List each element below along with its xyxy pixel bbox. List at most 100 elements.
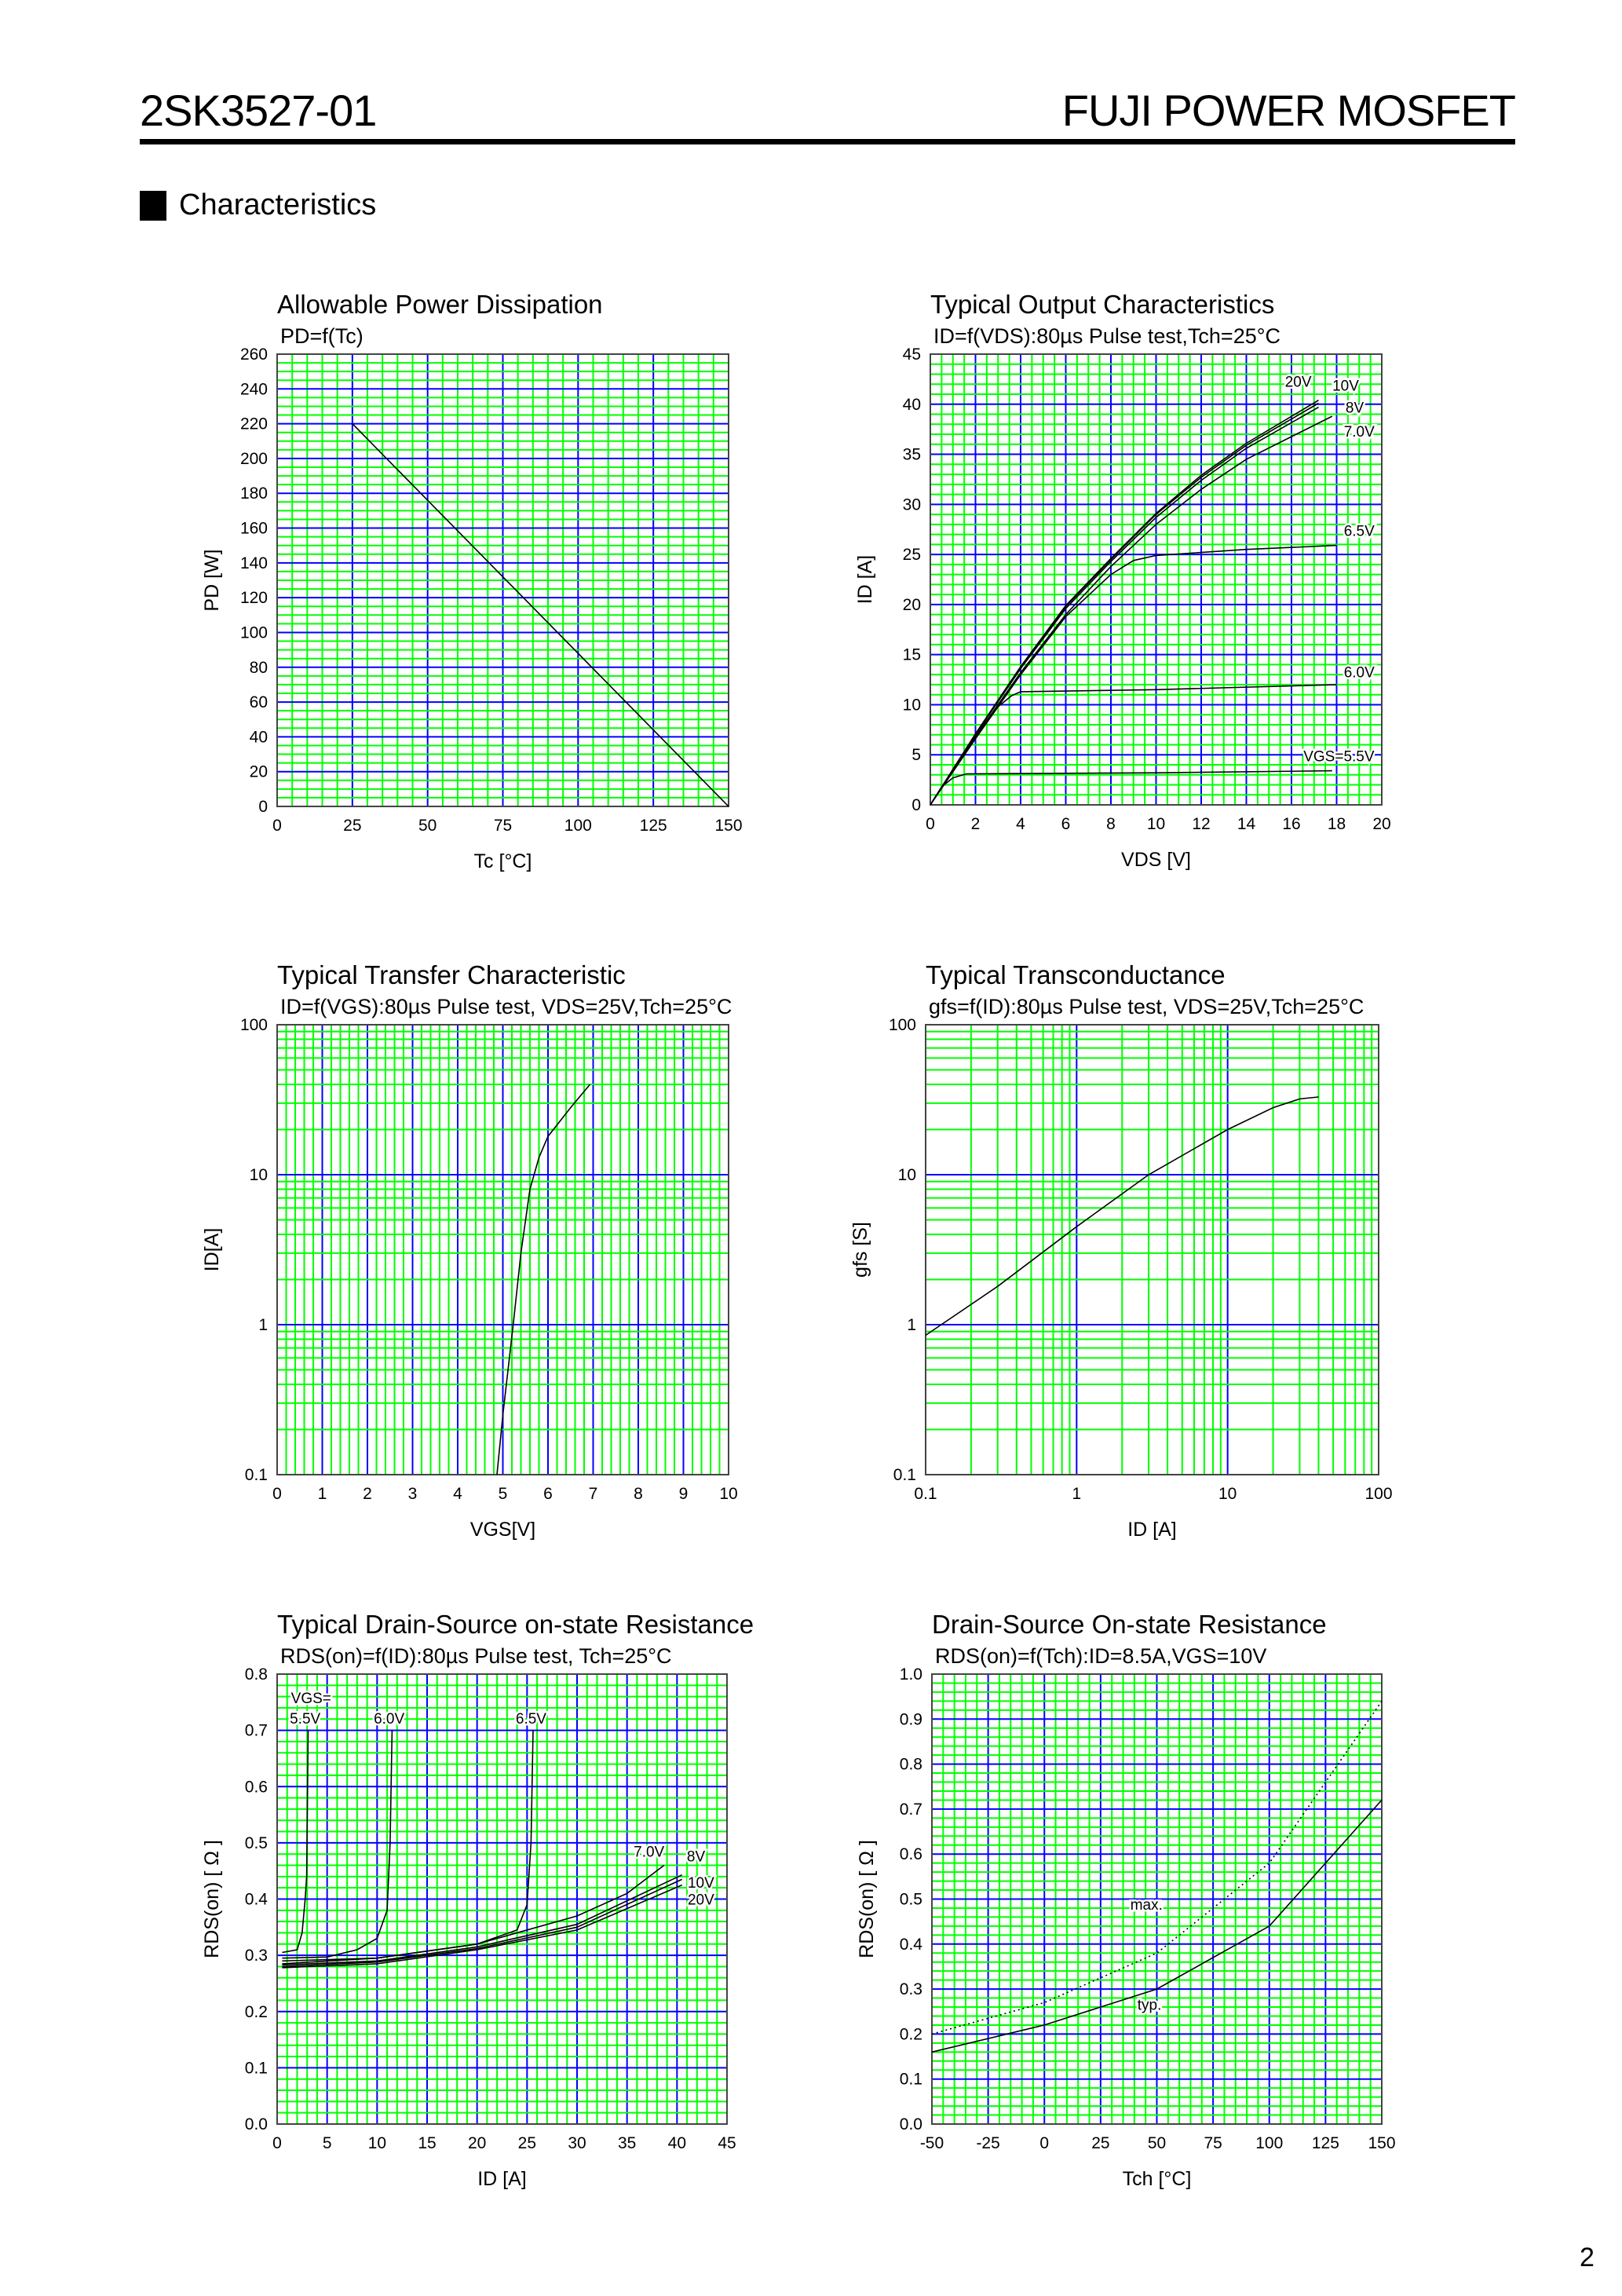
chart-title: Allowable Power Dissipation bbox=[277, 290, 603, 319]
series-line bbox=[282, 1878, 683, 1968]
x-tick-label: 20 bbox=[468, 2134, 486, 2152]
y-tick-label: 0.3 bbox=[245, 1947, 268, 1965]
plot-frame bbox=[276, 353, 729, 807]
y-tick-label: 80 bbox=[250, 659, 268, 677]
x-tick-label: 1 bbox=[1072, 1485, 1081, 1503]
y-tick-label: 0.2 bbox=[900, 2025, 922, 2043]
y-tick-label: 0.8 bbox=[245, 1665, 268, 1684]
y-axis-label: PD [W] bbox=[201, 549, 223, 611]
x-tick-label: 0.1 bbox=[914, 1485, 937, 1503]
y-tick-label: 1 bbox=[258, 1316, 268, 1334]
part-number: 2SK3527-01 bbox=[140, 86, 377, 135]
series-line bbox=[930, 544, 1337, 806]
grid bbox=[930, 353, 1383, 806]
x-tick-label: 50 bbox=[1148, 2134, 1166, 2152]
x-tick-label: 9 bbox=[679, 1485, 689, 1503]
x-axis-label: ID [A] bbox=[1127, 1519, 1177, 1541]
series-label: 7.0V bbox=[634, 1844, 664, 1861]
y-tick-label: 0.1 bbox=[245, 2059, 268, 2077]
series-line bbox=[282, 1884, 683, 1969]
x-axis-label: VGS[V] bbox=[470, 1519, 535, 1541]
series-label: 20V bbox=[1285, 374, 1312, 390]
y-tick-label: 100 bbox=[240, 623, 268, 642]
x-tick-label: 5 bbox=[323, 2134, 332, 2152]
series-label: VGS=5.5V bbox=[1303, 748, 1375, 765]
x-tick-label: 125 bbox=[1312, 2134, 1339, 2152]
plot-frame bbox=[276, 1673, 728, 2125]
chart-title: Typical Transfer Characteristic bbox=[277, 960, 626, 989]
x-tick-label: 100 bbox=[1364, 1485, 1392, 1503]
annotation-label: VGS= bbox=[291, 1691, 331, 1707]
chart-subtitle: RDS(on)=f(Tch):ID=8.5A,VGS=10V bbox=[935, 1644, 1266, 1668]
x-tick-label: 35 bbox=[618, 2134, 636, 2152]
x-tick-label: 14 bbox=[1237, 815, 1256, 833]
chart-2: Typical Output Characteristics ID=f(VDS):… bbox=[854, 290, 1391, 871]
plot-frame bbox=[276, 1024, 729, 1475]
y-tick-label: 30 bbox=[903, 495, 921, 514]
y-tick-label: 10 bbox=[903, 696, 921, 714]
grid bbox=[276, 353, 729, 807]
chart-subtitle: ID=f(VDS):80µs Pulse test,Tch=25°C bbox=[933, 324, 1280, 348]
x-tick-label: 0 bbox=[1039, 2134, 1049, 2152]
series-label: 8V bbox=[687, 1848, 706, 1865]
chart-title: Typical Output Characteristics bbox=[930, 290, 1274, 319]
y-tick-label: 160 bbox=[240, 520, 268, 538]
series-label: 6.0V bbox=[1344, 664, 1375, 681]
x-tick-label: 20 bbox=[1372, 815, 1390, 833]
y-axis-label: ID[A] bbox=[201, 1228, 223, 1272]
x-tick-label: 10 bbox=[1218, 1485, 1237, 1503]
series-line bbox=[930, 770, 1332, 806]
y-tick-label: 0 bbox=[911, 796, 921, 814]
chart-4: Typical Transconductance gfs=f(ID):80µs P… bbox=[849, 960, 1393, 1541]
y-tick-label: 100 bbox=[889, 1016, 916, 1034]
x-tick-label: -25 bbox=[976, 2134, 999, 2152]
x-tick-label: 18 bbox=[1328, 815, 1346, 833]
series-label: 10V bbox=[688, 1875, 714, 1892]
y-tick-label: 0.5 bbox=[245, 1834, 268, 1852]
y-tick-label: 45 bbox=[903, 345, 921, 364]
series-label: max. bbox=[1131, 1897, 1163, 1914]
y-tick-label: 260 bbox=[240, 345, 268, 364]
y-tick-label: 5 bbox=[911, 746, 921, 764]
grid bbox=[931, 1673, 1383, 2125]
x-tick-label: 125 bbox=[640, 817, 667, 835]
y-axis-label: gfs [S] bbox=[849, 1222, 871, 1278]
x-tick-label: 100 bbox=[1255, 2134, 1283, 2152]
x-tick-label: 0 bbox=[926, 815, 935, 833]
x-tick-label: 10 bbox=[719, 1485, 737, 1503]
x-tick-label: 75 bbox=[494, 817, 512, 835]
x-tick-label: 0 bbox=[272, 2134, 282, 2152]
x-tick-label: 45 bbox=[718, 2134, 736, 2152]
x-axis-label: ID [A] bbox=[477, 2168, 527, 2190]
y-tick-label: 0.7 bbox=[245, 1722, 268, 1740]
plot-frame bbox=[930, 353, 1383, 806]
chart-subtitle: PD=f(Tc) bbox=[280, 324, 363, 348]
series-label: typ. bbox=[1138, 1998, 1162, 2014]
chart-3: Typical Transfer Characteristic ID=f(VGS)… bbox=[201, 960, 738, 1541]
x-axis-label: Tc [°C] bbox=[474, 850, 532, 872]
y-tick-label: 20 bbox=[903, 596, 921, 614]
brand-title: FUJI POWER MOSFET bbox=[1061, 86, 1516, 135]
page-number: 2 bbox=[1580, 2243, 1595, 2272]
x-tick-label: 6 bbox=[543, 1485, 553, 1503]
x-tick-label: 0 bbox=[272, 1485, 282, 1503]
x-tick-label: 12 bbox=[1192, 815, 1210, 833]
x-tick-label: 7 bbox=[589, 1485, 598, 1503]
series-line bbox=[282, 1730, 393, 1959]
y-tick-label: 0.1 bbox=[245, 1466, 268, 1484]
series-label: 10V bbox=[1332, 378, 1359, 395]
x-tick-label: 40 bbox=[668, 2134, 686, 2152]
y-tick-label: 180 bbox=[240, 484, 268, 503]
y-tick-label: 0.1 bbox=[900, 2071, 922, 2089]
y-tick-label: 35 bbox=[903, 446, 921, 464]
y-tick-label: 0.4 bbox=[245, 1891, 269, 1909]
x-tick-label: 2 bbox=[363, 1485, 372, 1503]
y-tick-label: 20 bbox=[250, 763, 268, 781]
grid bbox=[925, 1024, 1379, 1475]
series-line bbox=[282, 1864, 665, 1965]
x-tick-label: 0 bbox=[272, 817, 282, 835]
series-line bbox=[496, 1084, 591, 1475]
x-tick-label: 50 bbox=[418, 817, 437, 835]
series-line bbox=[930, 684, 1337, 806]
